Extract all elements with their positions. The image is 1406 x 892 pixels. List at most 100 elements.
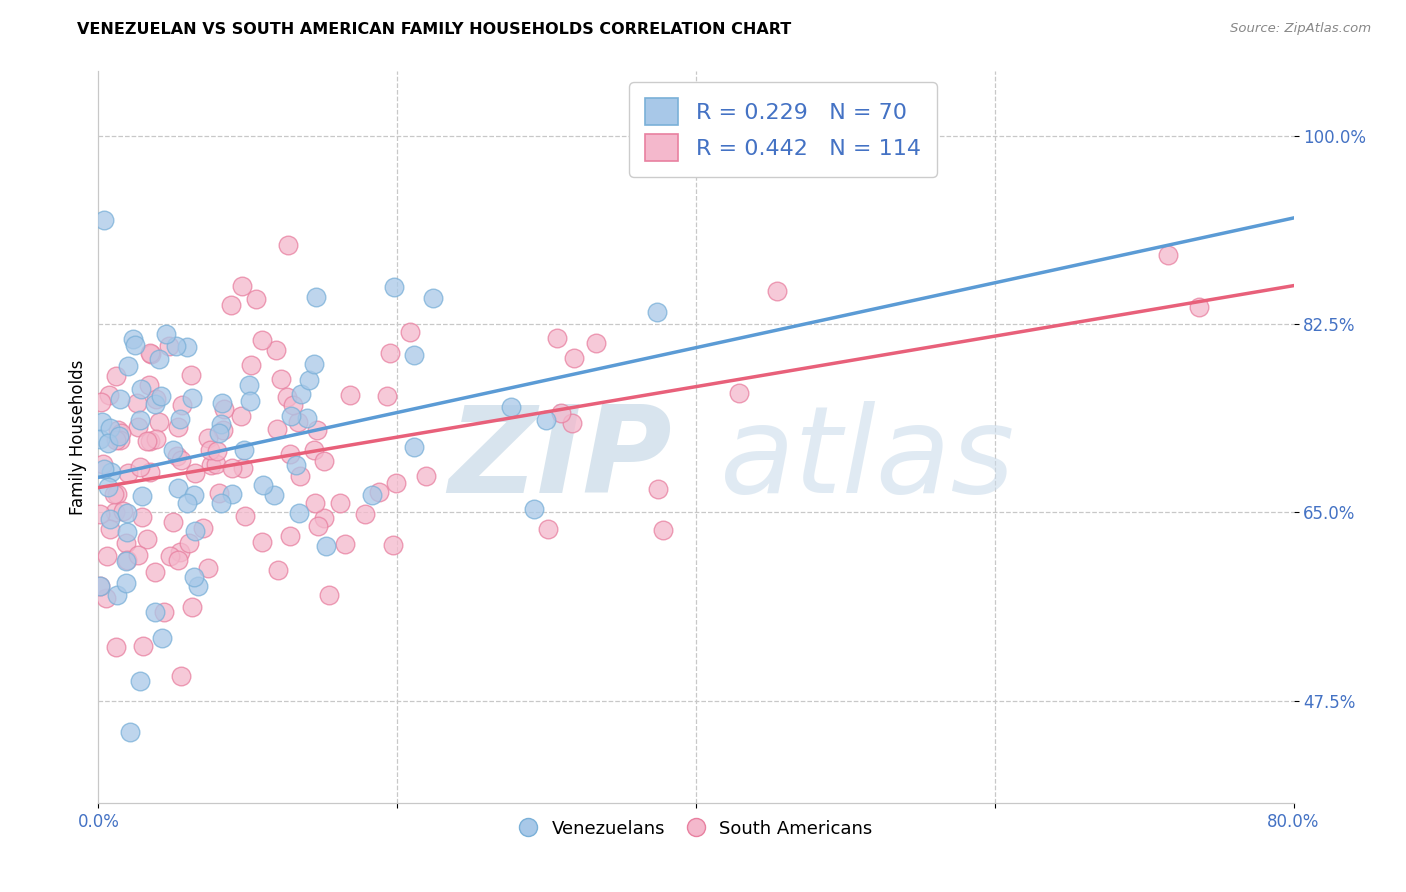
Point [107, 423, 129, 437]
Point [266, 422, 288, 436]
Text: ZIP: ZIP [449, 401, 672, 517]
Point [150, 389, 173, 403]
Point [378, 345, 401, 359]
Point [183, 570, 205, 584]
Point [238, 378, 260, 392]
Point [166, 449, 188, 463]
Point [353, 508, 375, 522]
Point [1188, 301, 1211, 315]
Point [180, 391, 202, 405]
Point [127, 395, 149, 409]
Point [148, 415, 170, 429]
Point [318, 588, 340, 602]
Point [115, 525, 138, 540]
Point [177, 536, 200, 550]
Point [277, 238, 299, 252]
Point [200, 458, 222, 473]
Point [193, 521, 215, 535]
Point [97, 480, 120, 494]
Point [239, 358, 262, 372]
Point [98, 522, 121, 536]
Point [143, 565, 166, 579]
Point [404, 348, 426, 362]
Point [139, 434, 162, 448]
Legend: Venezuelans, South Americans: Venezuelans, South Americans [512, 813, 880, 845]
Point [167, 481, 190, 495]
Point [367, 485, 389, 500]
Point [114, 535, 136, 549]
Point [546, 331, 568, 345]
Point [153, 605, 176, 619]
Point [129, 460, 152, 475]
Point [229, 409, 252, 424]
Point [647, 482, 669, 496]
Point [169, 411, 191, 425]
Point [176, 496, 198, 510]
Point [307, 423, 329, 437]
Point [117, 466, 139, 480]
Point [329, 495, 352, 509]
Point [155, 327, 177, 342]
Point [385, 475, 408, 490]
Point [290, 387, 312, 401]
Point [112, 504, 135, 518]
Point [124, 338, 146, 352]
Point [110, 392, 132, 407]
Point [304, 442, 326, 457]
Point [89, 508, 111, 522]
Text: atlas: atlas [720, 401, 1015, 517]
Point [145, 432, 167, 446]
Point [219, 298, 242, 312]
Point [295, 410, 318, 425]
Point [115, 576, 138, 591]
Point [270, 371, 292, 385]
Point [183, 488, 205, 502]
Point [239, 394, 262, 409]
Point [93, 462, 115, 476]
Point [117, 553, 139, 567]
Point [276, 391, 298, 405]
Point [315, 540, 337, 554]
Point [209, 417, 232, 432]
Point [145, 392, 167, 406]
Point [523, 502, 546, 516]
Point [1157, 248, 1180, 262]
Point [169, 545, 191, 559]
Point [157, 339, 180, 353]
Point [117, 359, 139, 373]
Point [651, 523, 673, 537]
Point [143, 606, 166, 620]
Point [312, 510, 335, 524]
Point [167, 553, 190, 567]
Point [284, 458, 307, 473]
Point [422, 291, 444, 305]
Point [159, 549, 181, 563]
Point [100, 421, 122, 435]
Point [97, 436, 120, 450]
Point [166, 420, 188, 434]
Point [135, 434, 157, 448]
Point [103, 487, 125, 501]
Point [131, 510, 153, 524]
Point [302, 357, 325, 371]
Point [288, 469, 311, 483]
Text: VENEZUELAN VS SOUTH AMERICAN FAMILY HOUSEHOLDS CORRELATION CHART: VENEZUELAN VS SOUTH AMERICAN FAMILY HOUS… [77, 22, 792, 37]
Point [114, 554, 136, 568]
Point [208, 486, 231, 500]
Point [131, 489, 153, 503]
Point [90, 395, 112, 409]
Point [231, 278, 253, 293]
Point [221, 461, 243, 475]
Point [187, 579, 209, 593]
Point [250, 535, 273, 549]
Point [304, 496, 326, 510]
Point [645, 305, 668, 319]
Point [198, 442, 221, 457]
Y-axis label: Family Households: Family Households [69, 359, 87, 515]
Point [127, 420, 149, 434]
Point [105, 588, 128, 602]
Point [205, 444, 228, 458]
Point [537, 522, 560, 536]
Point [139, 465, 162, 479]
Point [214, 402, 236, 417]
